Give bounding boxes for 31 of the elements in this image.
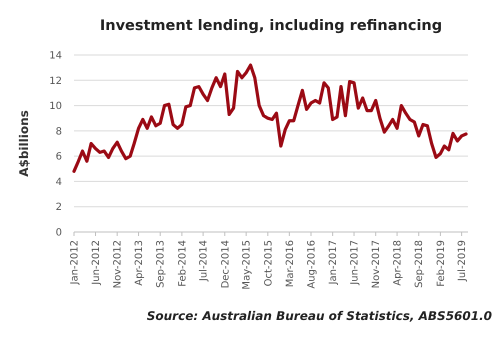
x-tick-label: Jan-2017 — [328, 240, 340, 286]
x-tick-label: Apr-2013 — [134, 240, 146, 286]
y-tick-label: 4 — [56, 176, 62, 188]
x-tick-label: Jan-2012 — [70, 240, 80, 286]
y-tick-label: 8 — [56, 126, 62, 138]
y-tick-label: 0 — [56, 228, 62, 238]
x-tick-label: Feb-2014 — [177, 240, 188, 287]
chart-title: Investment lending, including refinancing — [100, 18, 442, 34]
y-tick-label: 2 — [56, 202, 62, 214]
x-tick-label: Dec-2014 — [220, 240, 232, 288]
x-tick-label: Jul-2019 — [457, 240, 468, 282]
y-tick-label: 12 — [49, 76, 62, 87]
x-tick-label: Jun-2012 — [91, 240, 102, 286]
x-tick-label: Aug-2016 — [306, 240, 318, 289]
x-tick-label: Nov-2012 — [112, 240, 124, 288]
x-tick-label: Nov-2017 — [371, 240, 382, 288]
y-tick-label: 10 — [49, 101, 62, 112]
x-tick-label: May-2015 — [242, 240, 253, 290]
x-tick-label: Jul-2014 — [198, 240, 210, 282]
y-tick-label: 6 — [56, 152, 62, 163]
x-tick-label: Sep-2018 — [414, 240, 426, 288]
x-tick-label: Feb-2019 — [436, 240, 447, 287]
x-tick-label: Oct-2015 — [263, 240, 274, 286]
x-tick-label: Jun-2017 — [350, 240, 361, 286]
x-tick-label: Apr-2018 — [392, 240, 404, 286]
y-axis-title: A$billions — [17, 110, 31, 177]
x-tick-label: Sep-2013 — [156, 240, 167, 288]
line-series — [72, 64, 468, 173]
source-note: Source: Australian Bureau of Statistics, ABS5601.0 — [146, 309, 492, 323]
x-tick-label: Mar-2016 — [284, 240, 296, 288]
y-tick-label: 14 — [49, 50, 62, 62]
